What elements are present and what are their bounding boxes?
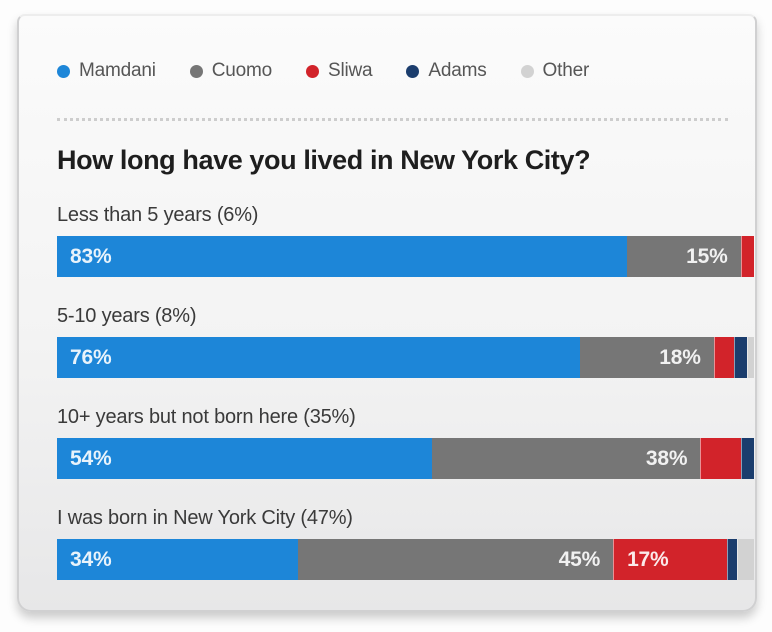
other-dot-icon (520, 64, 534, 78)
bar-value-label: 38% (645, 446, 688, 470)
legend-label: Adams (428, 60, 487, 81)
mamdani-dot-icon (57, 64, 70, 78)
legend-item-adams: Adams (406, 60, 487, 82)
stacked-bar: 54% 38% (57, 438, 754, 479)
category-label: 10+ years but not born here (35%) (57, 406, 356, 428)
bar-value-label: 34% (70, 547, 112, 571)
bar-segment-mamdani: 54% (57, 438, 433, 479)
bar-segment-adams (740, 438, 754, 479)
legend-label: Sliwa (328, 60, 373, 81)
bar-segment-adams (733, 337, 748, 378)
bar-segment-other (747, 337, 754, 378)
bar-value-label: 18% (659, 345, 701, 369)
adams-dot-icon (406, 64, 420, 78)
bar-value-label: 17% (627, 547, 669, 571)
legend-item-mamdani: Mamdani (57, 60, 156, 82)
stacked-bar: 76% 18% (57, 337, 754, 378)
bar-segment-sliwa (713, 337, 734, 378)
bar-segment-cuomo: 15% (626, 236, 741, 277)
chart-row: Less than 5 years (6%) 83% 15% (57, 202, 754, 277)
bar-segment-sliwa (740, 236, 754, 277)
chart-title: How long have you lived in New York City… (57, 145, 591, 175)
bar-segment-other (737, 539, 754, 580)
category-label: 5-10 years (8%) (57, 305, 197, 327)
dashed-divider (57, 118, 728, 121)
chart-row: I was born in New York City (47%) 34% 45% 1… (57, 505, 754, 580)
legend-label: Other (542, 60, 590, 81)
legend-item-other: Other (520, 60, 590, 82)
bar-segment-cuomo: 18% (579, 337, 714, 378)
legend-item-cuomo: Cuomo (189, 60, 272, 82)
stacked-bar: 34% 45% 17% (57, 539, 754, 580)
poll-card: Mamdani Cuomo Sliwa Adams Other How long hav… (17, 14, 757, 612)
chart-row: 10+ years but not born here (35%) 54% 38% (57, 404, 754, 479)
sliwa-dot-icon (306, 64, 319, 78)
bar-segment-mamdani: 34% (57, 539, 299, 580)
bar-value-label: 83% (70, 244, 112, 268)
chart-row: 5-10 years (8%) 76% 18% (57, 303, 754, 378)
cuomo-dot-icon (189, 64, 203, 78)
legend: Mamdani Cuomo Sliwa Adams Other (57, 60, 728, 82)
bar-segment-cuomo: 45% (298, 539, 614, 580)
bar-chart: Less than 5 years (6%) 83% 15% 5-10 years (… (57, 202, 754, 580)
legend-item-sliwa: Sliwa (306, 60, 373, 82)
bar-segment-mamdani: 76% (57, 337, 580, 378)
bar-segment-sliwa (700, 438, 741, 479)
bar-segment-sliwa: 17% (613, 539, 728, 580)
bar-value-label: 15% (686, 244, 728, 268)
stacked-bar: 83% 15% (57, 236, 754, 277)
legend-label: Mamdani (79, 60, 156, 81)
bar-value-label: 45% (558, 547, 601, 571)
category-label: Less than 5 years (6%) (57, 204, 259, 226)
bar-value-label: 76% (70, 345, 112, 369)
legend-label: Cuomo (211, 60, 272, 81)
bar-value-label: 54% (70, 446, 112, 470)
bar-segment-adams (727, 539, 738, 580)
bar-segment-mamdani: 83% (57, 236, 627, 277)
bar-segment-cuomo: 38% (432, 438, 701, 479)
category-label: I was born in New York City (47%) (57, 507, 353, 529)
